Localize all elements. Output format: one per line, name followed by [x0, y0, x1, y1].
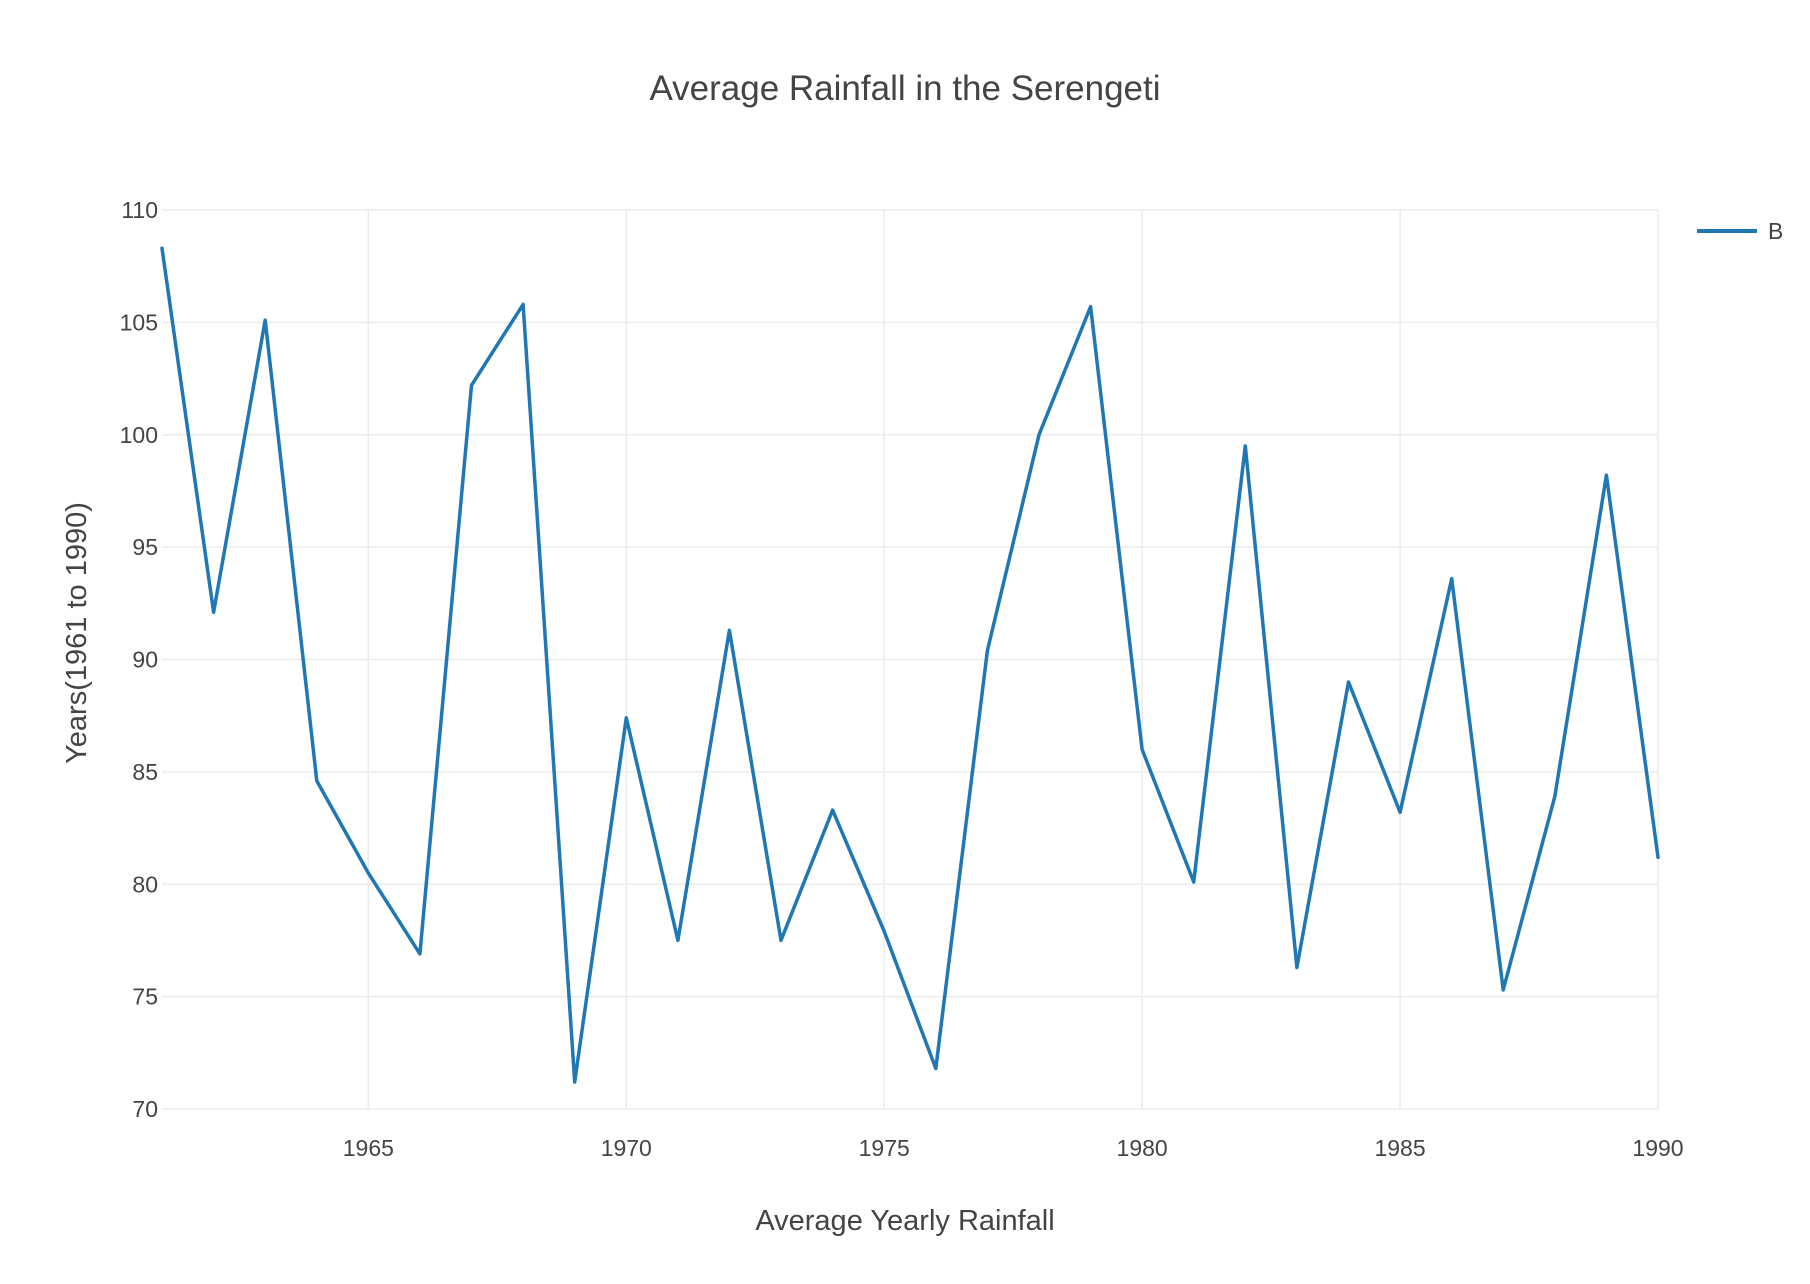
x-axis-ticks: 1965 1970 1975 1980 1985 1990	[343, 1135, 1684, 1161]
legend-label: B	[1768, 218, 1783, 244]
x-tick-label: 1980	[1117, 1135, 1168, 1161]
y-tick-label: 90	[132, 647, 158, 673]
x-tick-label: 1965	[343, 1135, 394, 1161]
x-tick-label: 1970	[601, 1135, 652, 1161]
y-tick-label: 70	[132, 1096, 158, 1122]
plot-area	[160, 246, 1660, 1084]
y-axis-title: Years(1961 to 1990)	[61, 502, 93, 764]
series-line	[160, 246, 1660, 1084]
chart-title: Average Rainfall in the Serengeti	[649, 69, 1160, 108]
y-tick-label: 85	[132, 759, 158, 785]
y-tick-label: 110	[121, 197, 158, 223]
y-tick-label: 100	[120, 422, 158, 448]
y-tick-label: 95	[132, 534, 158, 560]
y-axis-ticks: 70 75 80 85 90 95 100 105 110	[120, 197, 158, 1122]
legend[interactable]: B	[1697, 218, 1783, 244]
x-axis-title: Average Yearly Rainfall	[755, 1205, 1054, 1237]
x-tick-label: 1985	[1374, 1135, 1425, 1161]
grid-layer	[162, 209, 1659, 1110]
y-tick-label: 80	[132, 871, 158, 897]
x-tick-label: 1975	[859, 1135, 910, 1161]
x-tick-label: 1990	[1632, 1135, 1683, 1161]
y-tick-label: 75	[132, 984, 158, 1010]
y-tick-label: 105	[120, 309, 158, 335]
